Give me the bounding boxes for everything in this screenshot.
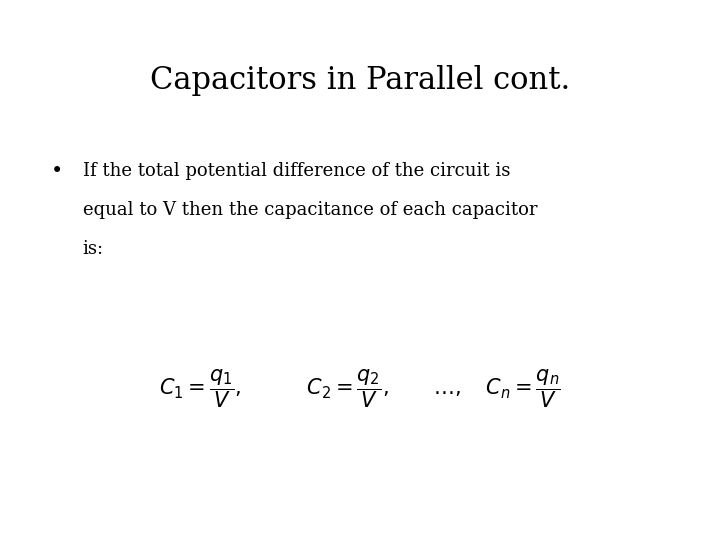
Text: $C_1 = \dfrac{q_1}{V},$$\quad\quad\quad C_2 = \dfrac{q_2}{V},$$\quad\quad\ldots,: $C_1 = \dfrac{q_1}{V},$$\quad\quad\quad … [159,368,561,410]
Text: equal to V then the capacitance of each capacitor: equal to V then the capacitance of each … [83,201,537,219]
Text: is:: is: [83,240,104,258]
Text: If the total potential difference of the circuit is: If the total potential difference of the… [83,162,510,180]
Text: Capacitors in Parallel cont.: Capacitors in Parallel cont. [150,65,570,96]
Text: •: • [50,162,63,181]
